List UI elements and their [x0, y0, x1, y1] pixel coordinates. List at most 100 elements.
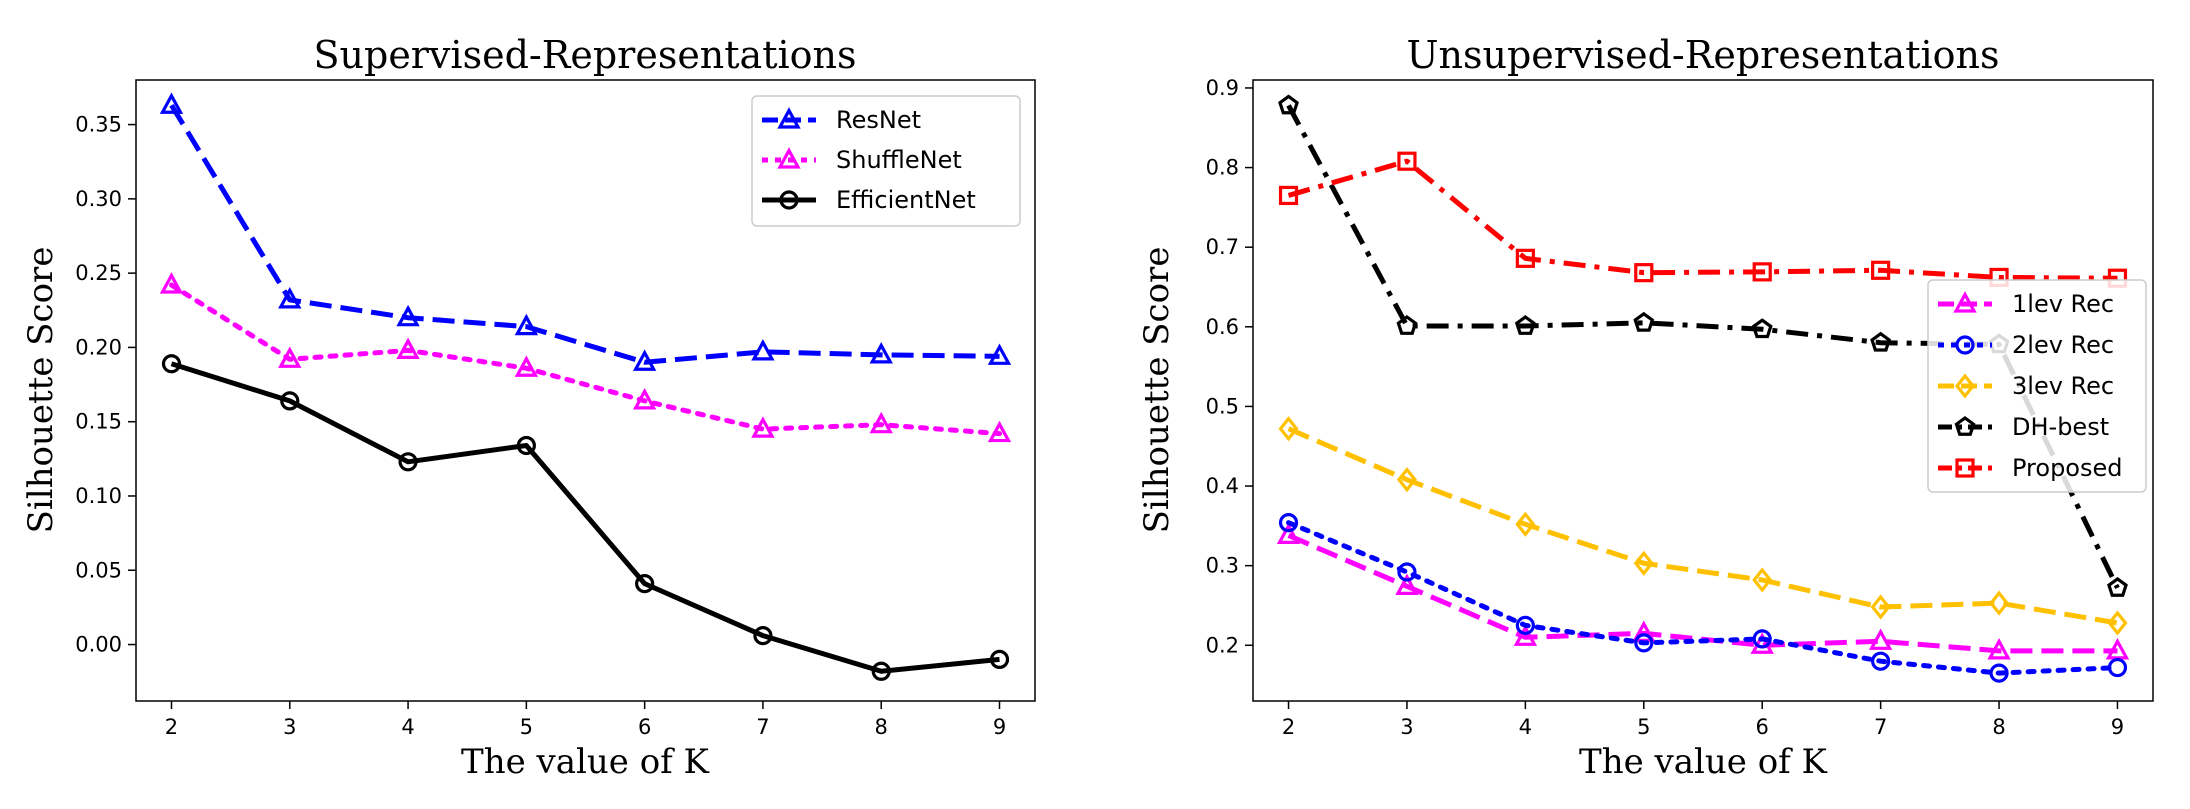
data-point [1870, 331, 1892, 352]
legend: 1lev Rec 2lev Rec 3lev Rec DH-best Proposed [1927, 279, 2147, 493]
data-point [1634, 263, 1654, 283]
x-tick-label: 4 [401, 715, 414, 739]
legend-box [1927, 279, 2147, 493]
data-point [1278, 185, 1299, 206]
legend-marker [1955, 335, 1975, 355]
data-point [1989, 663, 2009, 683]
data-point [989, 649, 1010, 670]
x-tick-label: 8 [1992, 715, 2005, 739]
legend-label: EfficientNet [836, 186, 976, 214]
x-tick-label: 7 [1874, 715, 1887, 739]
tick-group: 2 3 4 5 6 7 8 9 0.2 0.3 0.4 0.5 0.6 0.7 0.8 0.9 [1206, 76, 2125, 739]
data-point [1871, 260, 1891, 280]
x-tick-label: 6 [638, 715, 651, 739]
data-point [1752, 629, 1772, 649]
y-tick-label: 0.2 [1206, 633, 1239, 657]
y-tick-label: 0.30 [75, 187, 122, 211]
data-point [1633, 311, 1655, 332]
y-axis-label: Silhouette Score [1137, 247, 1177, 534]
data-point [396, 337, 420, 359]
supervised-chart: Supervised-Representations 2 3 4 5 6 7 8 9 0.00 0… [21, 33, 1036, 782]
x-axis-label: The value of K [1579, 742, 1828, 782]
x-tick-label: 3 [1400, 715, 1413, 739]
legend-box [751, 95, 1021, 227]
legend-marker [1955, 458, 1975, 478]
y-tick-label: 0.9 [1206, 76, 1239, 100]
data-point [514, 355, 539, 377]
data-point [278, 346, 302, 368]
y-tick-label: 0.3 [1206, 554, 1239, 578]
data-point [398, 452, 418, 472]
data-point [1987, 638, 2011, 660]
y-tick-label: 0.4 [1206, 474, 1239, 498]
x-tick-label: 3 [283, 715, 296, 739]
series-line-resnet [169, 103, 1000, 365]
data-point [1514, 315, 1536, 335]
data-point [1633, 550, 1654, 576]
data-point [2105, 638, 2130, 660]
x-tick-label: 5 [520, 715, 533, 739]
data-point [1989, 590, 2010, 616]
legend-marker [1954, 416, 1976, 436]
series-line-2lev-rec [1286, 520, 2120, 676]
data-point [1752, 567, 1773, 593]
data-point [753, 626, 773, 646]
x-tick-label: 2 [1282, 715, 1295, 739]
y-tick-label: 0.15 [75, 410, 122, 434]
data-point [159, 272, 184, 294]
data-point [1868, 628, 1893, 650]
data-point [1632, 620, 1656, 642]
data-point [1515, 615, 1535, 635]
y-axis-label: Silhouette Score [21, 247, 61, 534]
legend-label: ResNet [836, 106, 921, 134]
x-axis-label: The value of K [461, 742, 710, 782]
legend-marker [779, 190, 799, 210]
data-point [987, 420, 1012, 443]
chart-title: Unsupervised-Representations [1407, 33, 2000, 77]
series-line-efficientnet [170, 361, 1000, 674]
data-point [871, 661, 891, 681]
data-point [987, 343, 1012, 365]
data-point [869, 342, 893, 364]
data-point [751, 416, 775, 438]
data-point [1276, 522, 1301, 545]
legend-marker [777, 147, 801, 169]
series-line-proposed [1287, 158, 2118, 281]
data-point [159, 92, 184, 114]
data-point [161, 354, 182, 374]
data-point [2107, 610, 2128, 636]
legend-label: 3lev Rec [2012, 372, 2114, 400]
y-tick-label: 0.05 [75, 558, 122, 582]
legend-label: 1lev Rec [2012, 290, 2114, 318]
y-tick-label: 0.6 [1206, 315, 1239, 339]
data-point [635, 574, 655, 594]
data-point [632, 349, 657, 371]
x-tick-label: 7 [756, 715, 769, 739]
data-point [1515, 511, 1536, 537]
data-point [751, 339, 775, 361]
x-tick-label: 8 [875, 715, 888, 739]
data-point [1871, 651, 1891, 671]
y-tick-label: 0.20 [75, 335, 122, 359]
legend-label: Proposed [2012, 454, 2123, 482]
data-point [1870, 594, 1891, 620]
data-point [396, 304, 420, 327]
x-tick-label: 9 [993, 715, 1006, 739]
data-point [516, 435, 536, 456]
plot-frame [135, 79, 1036, 702]
legend-label: 2lev Rec [2012, 331, 2114, 359]
legend-marker [1954, 373, 1976, 399]
y-tick-label: 0.00 [75, 633, 122, 657]
legend: ResNet ShuffleNet EfficientNet [751, 95, 1021, 227]
data-point [278, 287, 302, 309]
y-tick-label: 0.8 [1206, 156, 1239, 180]
data-point [632, 388, 657, 410]
series-line-shufflenet [168, 282, 1003, 437]
x-tick-label: 9 [2111, 715, 2124, 739]
data-point [1396, 467, 1417, 493]
data-point [1396, 315, 1418, 335]
data-point [869, 411, 893, 434]
data-point [1752, 262, 1772, 282]
data-point [280, 391, 300, 411]
data-point [2107, 576, 2128, 597]
